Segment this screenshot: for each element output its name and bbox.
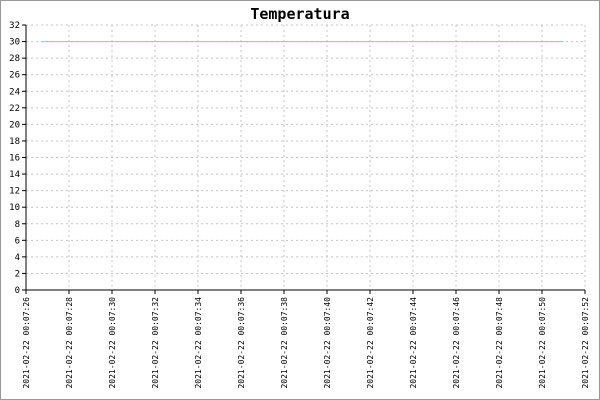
x-tick-label: 2021-02-22 00:07:50 [538, 297, 547, 389]
x-tick-label: 2021-02-22 00:07:42 [366, 297, 375, 389]
x-tick-label: 2021-02-22 00:07:40 [323, 297, 332, 389]
y-tick-label: 28 [9, 54, 20, 64]
axes [22, 24, 586, 294]
y-tick-label: 16 [9, 154, 20, 164]
x-tick-label: 2021-02-22 00:07:34 [194, 297, 203, 389]
x-tick-label: 2021-02-22 00:07:38 [280, 297, 289, 389]
x-tick-label: 2021-02-22 00:07:28 [65, 297, 74, 389]
y-tick-label: 22 [9, 104, 20, 114]
y-tick-label: 20 [9, 120, 20, 130]
x-tick-label: 2021-02-22 00:07:48 [495, 297, 504, 389]
y-tick-label: 0 [15, 286, 20, 296]
y-tick-label: 26 [9, 71, 20, 81]
x-tick-label: 2021-02-22 00:07:26 [22, 297, 31, 389]
y-tick-label: 32 [9, 21, 20, 31]
y-tick-label: 18 [9, 137, 20, 147]
y-tick-label: 14 [9, 170, 20, 180]
x-tick-label: 2021-02-22 00:07:30 [108, 297, 117, 389]
x-tick-label: 2021-02-22 00:07:44 [409, 297, 418, 389]
y-tick-label: 2 [15, 269, 20, 279]
x-tick-label: 2021-02-22 00:07:46 [452, 297, 461, 389]
grid-lines [26, 24, 586, 290]
x-tick-labels: 2021-02-22 00:07:26 2021-02-22 00:07:28 20… [22, 297, 590, 389]
y-tick-label: 6 [15, 236, 20, 246]
x-tick-label: 2021-02-22 00:07:36 [237, 297, 246, 389]
y-tick-label: 12 [9, 187, 20, 197]
y-tick-label: 24 [9, 87, 20, 97]
y-tick-label: 4 [15, 253, 20, 263]
chart-title: Temperatura [250, 5, 350, 23]
x-tick-label: 2021-02-22 00:07:52 [581, 297, 590, 389]
x-tick-label: 2021-02-22 00:07:32 [151, 297, 160, 389]
y-tick-label: 8 [15, 220, 20, 230]
y-tick-label: 10 [9, 203, 20, 213]
y-tick-label: 30 [9, 38, 20, 48]
